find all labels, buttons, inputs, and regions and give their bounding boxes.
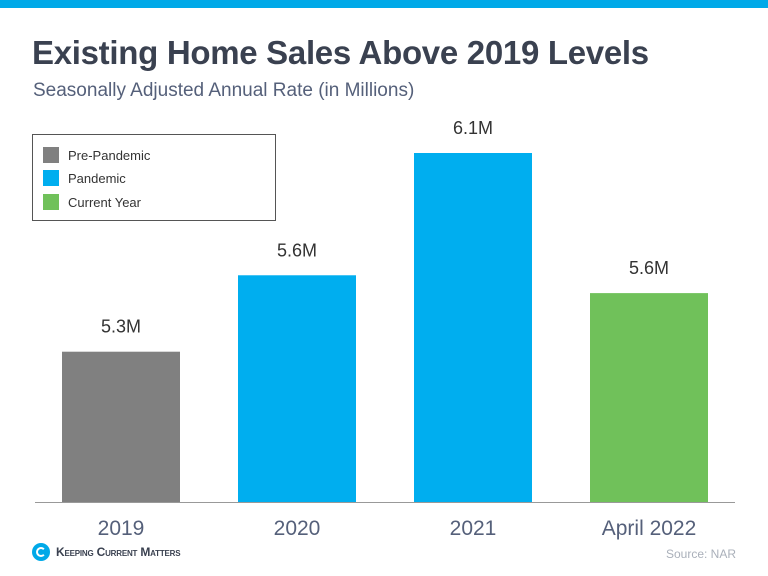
bar-april-2022 — [590, 293, 708, 502]
brand-name: Keeping Current Matters — [56, 545, 181, 559]
source-note: Source: NAR — [665, 547, 736, 561]
legend-label: Current Year — [68, 194, 141, 210]
x-tick-label: 2019 — [98, 517, 145, 540]
legend-item-pre-pandemic: Pre-Pandemic — [43, 147, 150, 163]
legend-item-pandemic: Pandemic — [43, 170, 126, 186]
x-tick-label: April 2022 — [602, 517, 697, 540]
swirl-logo-icon — [32, 543, 50, 561]
legend-swatch — [43, 170, 59, 186]
brand-logo: Keeping Current Matters — [32, 543, 181, 561]
x-tick-label: 2020 — [274, 517, 321, 540]
bar-2020 — [238, 275, 356, 502]
legend-item-current-year: Current Year — [43, 194, 141, 210]
data-label: 5.6M — [277, 240, 317, 260]
chart-title: Existing Home Sales Above 2019 Levels — [32, 34, 649, 71]
data-label: 5.6M — [629, 258, 669, 278]
legend: Pre-Pandemic Pandemic Current Year — [32, 134, 276, 221]
data-label: 6.1M — [453, 118, 493, 138]
x-tick-label: 2021 — [450, 517, 497, 540]
chart-subtitle: Seasonally Adjusted Annual Rate (in Mill… — [33, 80, 415, 101]
bar-2019 — [62, 351, 180, 502]
data-label: 5.3M — [101, 317, 141, 337]
top-accent-bar — [0, 0, 768, 8]
legend-label: Pandemic — [68, 170, 126, 186]
bar-2021 — [414, 153, 532, 502]
legend-swatch — [43, 147, 59, 163]
legend-label: Pre-Pandemic — [68, 147, 151, 163]
legend-swatch — [43, 194, 59, 210]
